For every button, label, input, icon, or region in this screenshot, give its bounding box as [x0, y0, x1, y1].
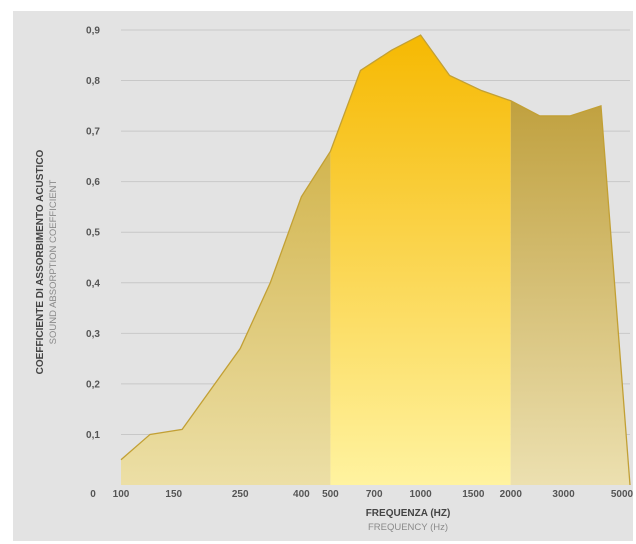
y-tick-label: 0,3 [86, 329, 100, 340]
x-tick-label: 250 [232, 489, 249, 500]
y-axis-title: COEFFICIENTE DI ASSORBIMENTO ACUSTICO [35, 149, 46, 374]
x-tick-label: 1000 [409, 489, 432, 500]
y-tick-label: 0,5 [86, 228, 100, 239]
y-tick-label: 0,7 [86, 127, 100, 138]
y-tick-label: 0,1 [86, 430, 100, 441]
x-tick-label: 400 [293, 489, 310, 500]
x-axis-ticks: 100 150 250 400 500 700 1000 1500 2000 3000 5000 [113, 489, 634, 500]
x-tick-label: 100 [113, 489, 130, 500]
x-tick-label: 5000 [611, 489, 634, 500]
y-tick-label: 0,8 [86, 76, 100, 87]
x-tick-label: 500 [322, 489, 339, 500]
x-tick-label: 2000 [500, 489, 523, 500]
x-axis-subtitle: FREQUENCY (Hz) [368, 522, 448, 533]
y-tick-label: 0,6 [86, 177, 100, 188]
y-axis-ticks: 0 0,1 0,2 0,3 0,4 0,5 0,6 0,7 0,8 0,9 [86, 26, 100, 501]
band-mid-frequency [330, 35, 511, 485]
absorption-curve [120, 34, 631, 486]
x-tick-label: 700 [366, 489, 383, 500]
y-tick-label: 0,4 [86, 278, 100, 289]
x-tick-label: 150 [165, 489, 182, 500]
y-tick-label: 0 [90, 489, 96, 500]
y-tick-label: 0,9 [86, 26, 100, 37]
x-axis-title: FREQUENZA (HZ) [366, 508, 451, 519]
x-tick-label: 3000 [552, 489, 575, 500]
y-axis-subtitle: SOUND ABSORPTION COEFFICIENT [48, 179, 59, 344]
x-tick-label: 1500 [462, 489, 485, 500]
y-tick-label: 0,2 [86, 379, 100, 390]
band-low-frequency [121, 35, 331, 485]
